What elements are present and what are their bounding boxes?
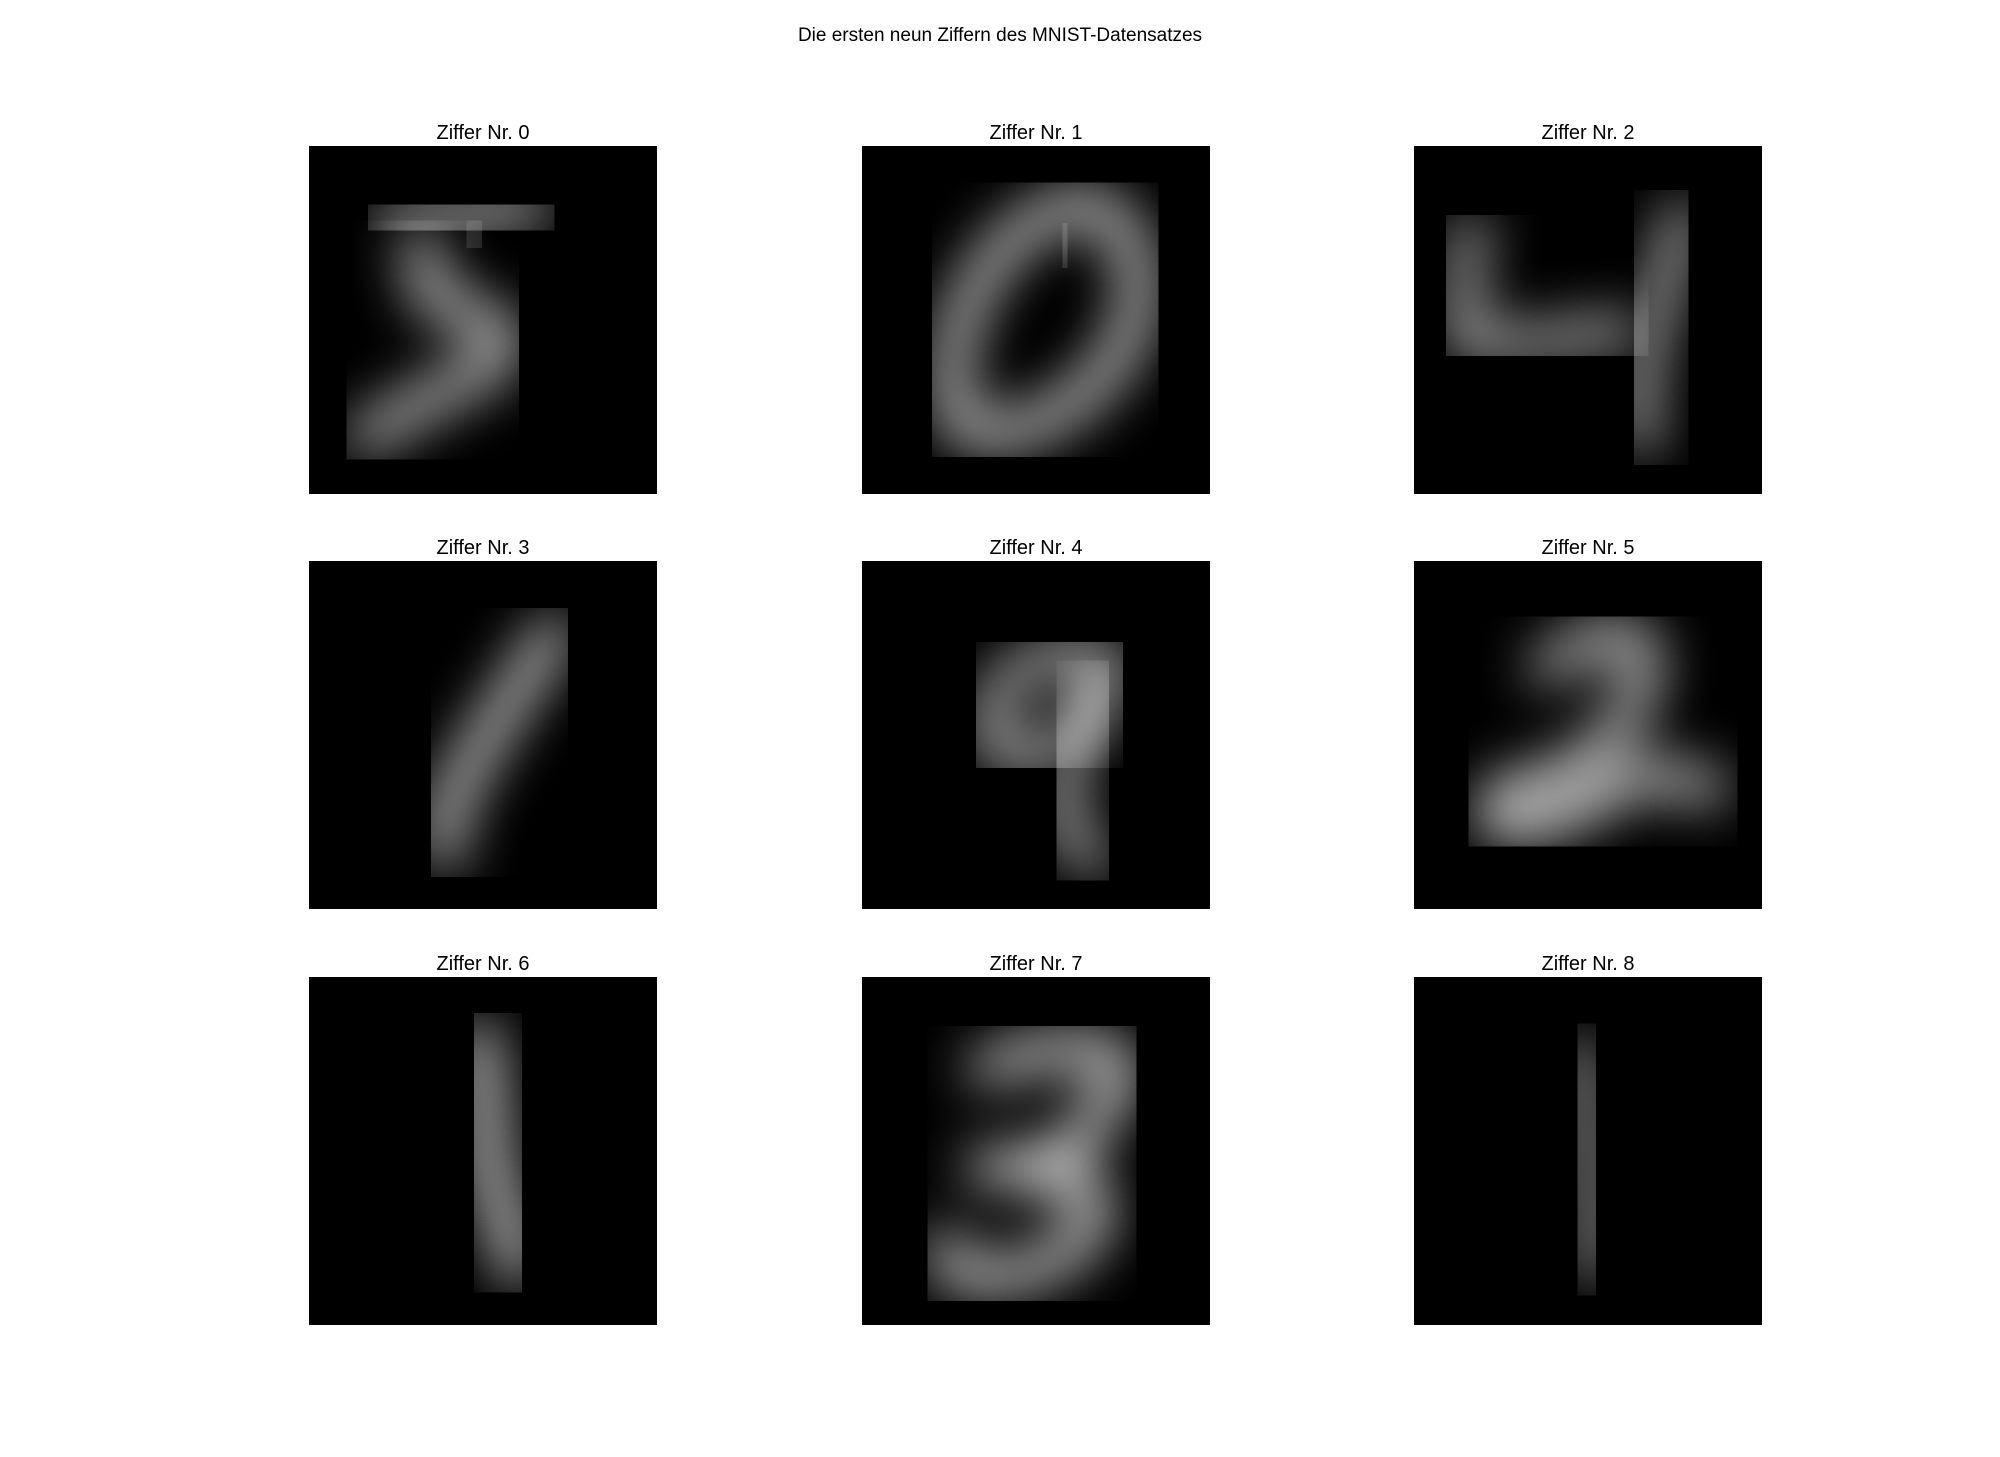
digit-panel-5: Ziffer Nr. 5 — [1414, 537, 1762, 909]
digit-image-1 — [309, 561, 657, 909]
digit-image-2 — [1414, 561, 1762, 909]
digit-panel-6: Ziffer Nr. 6 — [309, 953, 657, 1325]
digit-panel-7: Ziffer Nr. 7 — [862, 953, 1210, 1325]
panel-title: Ziffer Nr. 3 — [436, 537, 530, 559]
digit-image-1 — [309, 977, 657, 1325]
digit-image-4 — [1414, 146, 1762, 494]
digit-image-3 — [862, 977, 1210, 1325]
digit-panel-3: Ziffer Nr. 3 — [309, 537, 657, 909]
panel-title: Ziffer Nr. 2 — [1541, 122, 1635, 144]
digit-panel-2: Ziffer Nr. 2 — [1414, 122, 1762, 494]
panel-title: Ziffer Nr. 7 — [989, 953, 1083, 975]
digit-image-0 — [862, 146, 1210, 494]
panel-title: Ziffer Nr. 5 — [1541, 537, 1635, 559]
digit-panel-0: Ziffer Nr. 0 — [309, 122, 657, 494]
digit-panel-8: Ziffer Nr. 8 — [1414, 953, 1762, 1325]
panel-title: Ziffer Nr. 6 — [436, 953, 530, 975]
digit-panel-4: Ziffer Nr. 4 — [862, 537, 1210, 909]
panel-title: Ziffer Nr. 0 — [436, 122, 530, 144]
digit-image-1 — [1414, 977, 1762, 1325]
digit-image-9 — [862, 561, 1210, 909]
panel-title: Ziffer Nr. 8 — [1541, 953, 1635, 975]
digit-image-5 — [309, 146, 657, 494]
panel-title: Ziffer Nr. 4 — [989, 537, 1083, 559]
panel-title: Ziffer Nr. 1 — [989, 122, 1083, 144]
figure-title: Die ersten neun Ziffern des MNIST-Datens… — [797, 25, 1203, 46]
digit-panel-1: Ziffer Nr. 1 — [862, 122, 1210, 494]
